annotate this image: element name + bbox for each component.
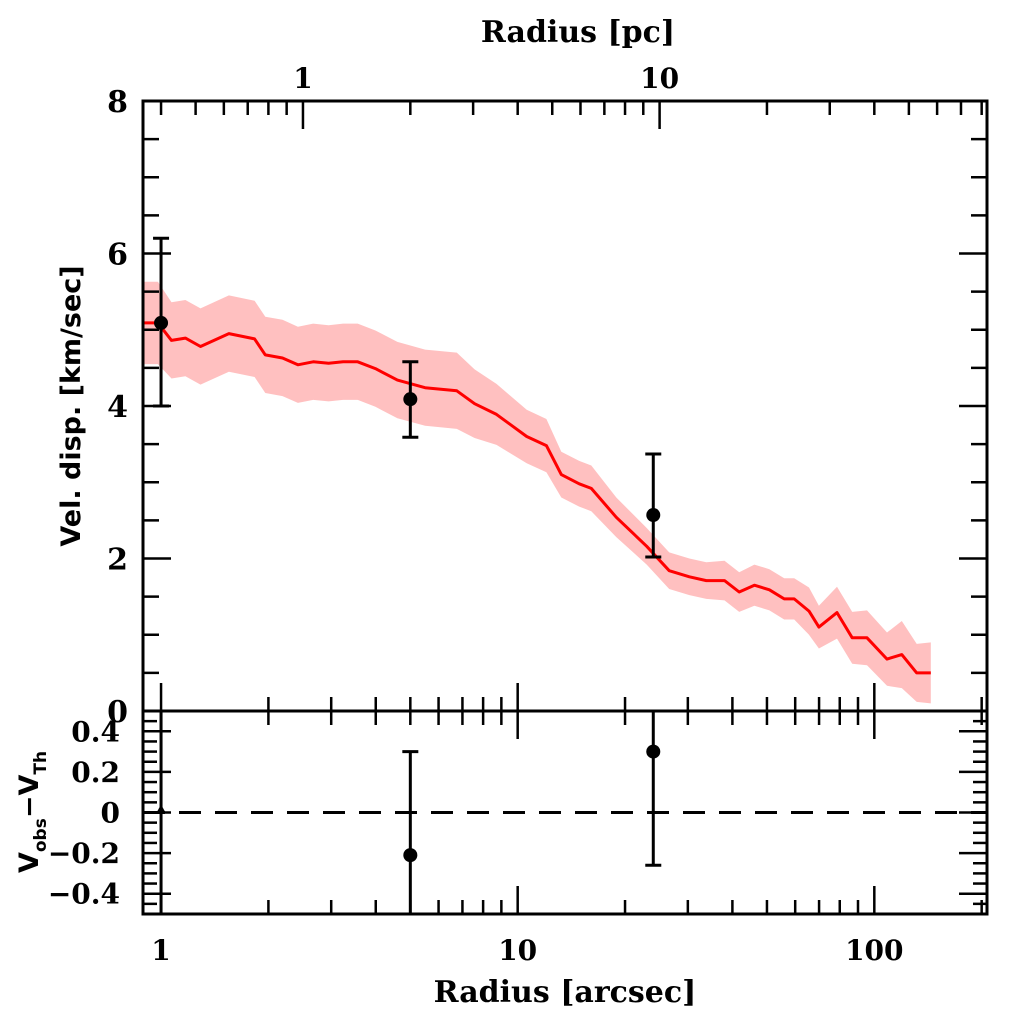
residual-ylabel-sub-th: Th xyxy=(31,751,51,775)
x-tick-label: 100 xyxy=(845,934,903,967)
top-x-axis-title: Radius [pc] xyxy=(481,15,675,50)
res-y-tick-label: 0.4 xyxy=(71,715,120,748)
y-tick-label: 4 xyxy=(107,390,128,425)
band-area xyxy=(143,281,931,704)
top-x-tick-label: 1 xyxy=(293,62,312,95)
y-tick-label: 0 xyxy=(107,695,128,730)
model-uncertainty-band xyxy=(143,281,931,704)
observed-point-marker xyxy=(403,392,418,407)
y-tick-label: 6 xyxy=(107,238,128,273)
residual-point-marker xyxy=(403,848,418,863)
y-axis-title: Vel. disp. [km/sec] xyxy=(56,265,87,546)
residual-panel-frame xyxy=(141,709,989,916)
res-y-tick-label: −0.2 xyxy=(48,837,120,870)
residual-point-marker xyxy=(646,744,661,759)
top-x-tick-label: 10 xyxy=(640,62,679,95)
res-y-tick-label: 0 xyxy=(101,797,120,830)
residual-y-axis-title: Vobs−VTh xyxy=(14,751,51,873)
model-line-path xyxy=(143,321,931,675)
model-line xyxy=(143,321,931,675)
y-tick-label: 2 xyxy=(107,543,128,578)
residual-ylabel-minus-v: −V xyxy=(14,775,45,819)
res-y-tick-label: 0.2 xyxy=(71,756,120,789)
y-tick-label: 8 xyxy=(107,85,128,120)
axis-ticks xyxy=(143,99,987,916)
res-y-tick-label: −0.4 xyxy=(48,878,120,911)
residual-ylabel-v: V xyxy=(14,852,45,873)
residual-ylabel-sub-obs: obs xyxy=(31,818,51,852)
observed-points xyxy=(153,236,662,559)
residual-y-axis-title-text: Vobs−VTh xyxy=(14,751,51,873)
x-tick-label: 1 xyxy=(151,934,170,967)
observed-point-marker xyxy=(154,315,169,330)
x-axis-title: Radius [arcsec] xyxy=(434,975,697,1010)
observed-point-marker xyxy=(646,508,661,523)
x-tick-label: 10 xyxy=(498,934,537,967)
